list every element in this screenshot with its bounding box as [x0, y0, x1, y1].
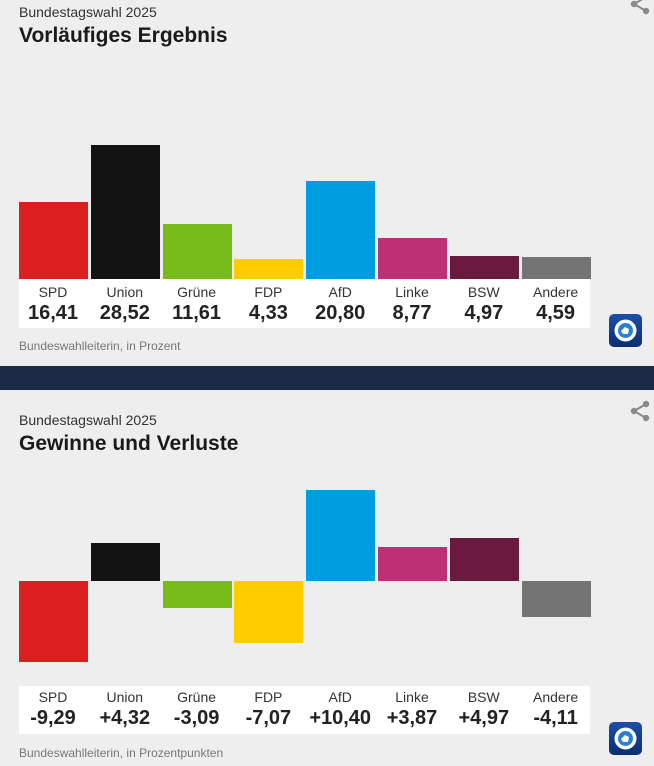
bar-fdp [234, 258, 304, 279]
party-value: +3,87 [386, 707, 438, 729]
party-label: Linke [395, 284, 429, 300]
party-label: Union [106, 284, 144, 300]
share-icon[interactable] [628, 0, 652, 16]
bar-grüne [162, 224, 232, 279]
share-icon[interactable] [628, 399, 652, 423]
chart-kicker: Bundestagswahl 2025 [19, 412, 157, 428]
label-strip: SPD 16,41 Union 28,52 Grüne 11,61 FDP 4,33 AfD 20… [19, 279, 590, 328]
bar-linke [378, 547, 447, 581]
party-label: Linke [395, 689, 429, 705]
bar-spd [19, 201, 88, 279]
party-label: Grüne [177, 689, 217, 705]
party-label: AfD [328, 284, 352, 300]
tagesschau-logo-icon[interactable] [609, 722, 642, 755]
bar-grüne [162, 581, 232, 608]
bar-andere [521, 257, 591, 279]
party-value: 28,52 [99, 302, 150, 324]
party-label: FDP [254, 284, 283, 300]
chart-title: Gewinne und Verluste [19, 432, 239, 455]
result-chart-card: Bundestagswahl 2025 Vorläufiges Ergebnis… [0, 0, 654, 366]
party-label: BSW [467, 284, 500, 300]
chart-source: Bundeswahlleiterin, in Prozent [19, 339, 181, 353]
change-chart-card: Bundestagswahl 2025 Gewinne und Verluste… [0, 390, 654, 766]
chart-kicker: Bundestagswahl 2025 [19, 4, 157, 20]
party-label: AfD [328, 689, 352, 705]
bar-linke [378, 237, 447, 279]
party-label: SPD [38, 284, 68, 300]
bar-afd [306, 181, 376, 279]
bar-andere [521, 581, 591, 617]
bar-bsw [449, 255, 519, 279]
party-value: 20,80 [315, 302, 366, 324]
party-value: -9,29 [30, 707, 76, 729]
section-divider [0, 366, 654, 390]
party-label: BSW [467, 689, 500, 705]
party-label: FDP [254, 689, 283, 705]
party-label: Andere [533, 689, 579, 705]
party-label: SPD [38, 689, 68, 705]
label-strip: SPD -9,29 Union +4,32 Grüne -3,09 FDP -7,07 AfD +… [19, 686, 590, 734]
party-label: Grüne [177, 284, 217, 300]
bar-spd [19, 581, 88, 662]
party-value: 11,61 [172, 302, 222, 324]
party-label: Andere [533, 284, 579, 300]
party-value: -3,09 [173, 707, 220, 729]
party-value: 16,41 [27, 302, 79, 324]
party-value: +4,97 [458, 707, 510, 729]
bar-union [90, 543, 160, 581]
tagesschau-logo-icon[interactable] [609, 314, 642, 347]
party-value: +10,40 [309, 707, 372, 729]
party-value: 8,77 [392, 302, 432, 324]
bar-bsw [449, 537, 519, 581]
party-value: -7,07 [245, 707, 292, 729]
bar-fdp [234, 581, 304, 643]
party-value: 4,59 [536, 302, 576, 324]
chart-title: Vorläufiges Ergebnis [19, 24, 228, 47]
party-value: 4,33 [248, 302, 288, 324]
chart-source: Bundeswahlleiterin, in Prozentpunkten [19, 746, 224, 760]
bar-afd [306, 490, 376, 581]
party-value: 4,97 [464, 302, 504, 324]
party-label: Union [106, 689, 144, 705]
party-value: -4,11 [533, 707, 578, 729]
bar-union [90, 145, 160, 279]
party-value: +4,32 [99, 707, 151, 729]
